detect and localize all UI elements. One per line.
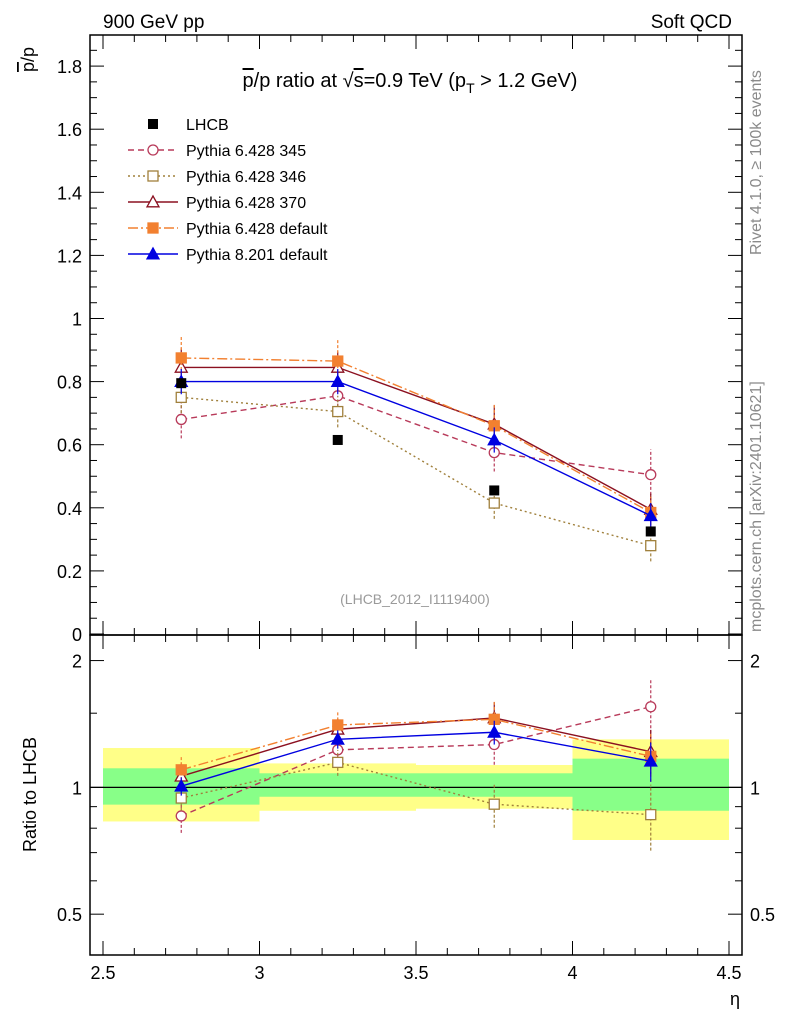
legend-marker-lhcb [148,119,158,129]
series-point [330,374,345,388]
y-axis-label-lower: Ratio to LHCB [20,737,40,852]
main-panel: 0 0.2 0.4 0.6 0.8 1 1.2 1.4 1.6 1.8 p/p ratio at … [18,34,743,645]
y-tick-label: 1 [72,310,82,330]
legend-label: Pythia 6.428 345 [186,143,306,160]
series-point [643,508,658,522]
series-line-3 [181,357,652,514]
ratio-line-3 [181,718,651,771]
legend-marker [145,194,161,208]
ratio-point [332,756,344,769]
ratio-point [645,701,657,713]
y-tick-label: 1.8 [57,57,82,77]
header-left: 900 GeV pp [103,12,204,33]
y-label-pbar: p [18,62,38,72]
legend-label: Pythia 6.428 370 [186,195,306,212]
ratio-point [175,810,187,822]
band-inner [259,773,416,797]
series-point [487,432,502,446]
series-point [332,405,344,418]
series-point [175,413,187,426]
ratio-y-tick-label-right: 0.5 [750,905,775,925]
y-tick-label: 0.2 [57,562,82,582]
chart-title: p/p ratio at √s=0.9 TeV (pT > 1.2 GeV) [243,70,578,96]
y-label-rest: /p [18,47,38,62]
ratio-y-tick-label-left: 0.5 [57,905,82,925]
legend-label: Pythia 6.428 default [186,221,328,238]
title-cut: > 1.2 GeV) [475,70,578,92]
data-point [489,485,500,496]
ratio-point [175,764,187,776]
ratio-y-tick-label-right: 1 [750,778,760,798]
ratio-y-tick-label-left: 1 [72,778,82,798]
series-point [645,469,657,481]
series-point [175,352,187,364]
legend-marker [145,246,161,260]
data-point [176,378,187,389]
ratio-point [332,719,344,731]
legend-marker [147,170,159,182]
series-point [645,540,657,552]
y-tick-label: 1.2 [57,246,82,266]
y-tick-label: 0.6 [57,436,82,456]
ratio-y-tick-label-right: 2 [750,652,760,672]
title-s: s [354,70,364,92]
series-point [332,355,344,367]
x-tick-label: 2.5 [90,963,115,983]
x-tick-label: 4 [567,963,577,983]
ratio-y-tick-label-left: 2 [72,652,82,672]
y-tick-label: 0.8 [57,373,82,393]
series-line-4 [181,380,652,517]
x-tick-label: 3.5 [403,963,428,983]
analysis-reference: (LHCB_2012_I1119400) [340,591,490,607]
ratio-line-2 [181,717,651,777]
ratio-point [645,808,657,821]
title-sub: T [466,80,475,96]
series-point [488,497,500,509]
ratio-line-0 [180,706,651,817]
ratio-panel-frame [89,634,743,956]
title-pbar: p [243,70,254,92]
data-point [332,434,343,445]
legend-marker [147,144,159,156]
x-tick-label: 3 [254,963,264,983]
legend: LHCB Pythia 6.428 345 Pythia 6.428 346 Pyth… [128,117,328,264]
x-axis-label: η [730,989,740,1009]
y-axis-label-upper: p/p [18,47,38,72]
data-point [645,526,656,537]
ratio-point [488,798,500,810]
legend-label: Pythia 8.201 default [186,247,328,264]
series-line-0 [181,395,651,476]
ratio-point [487,724,502,738]
series-line-2 [181,366,652,510]
ratio-panel: 2.5 3 3.5 4 4.5 0.5 0.5 1 1 2 2 Ratio to LHCB η [20,634,775,1009]
title-energy: =0.9 TeV (p [364,70,466,92]
y-tick-label: 0.4 [57,499,82,519]
ratio-line-4 [181,731,651,787]
side-label-mcplots: mcplots.cern.ch [arXiv:2401.10621] [748,381,765,632]
legend-label-lhcb: LHCB [186,117,229,134]
ratio-point [643,753,658,767]
y-tick-label: 1.4 [57,183,82,203]
ratio-line-1 [181,761,651,816]
ratio-point [174,778,189,792]
x-tick-label: 4.5 [716,963,741,983]
legend-marker [147,222,159,234]
y-tick-label: 0 [72,625,82,645]
header-right: Soft QCD [651,12,732,33]
legend-label: Pythia 6.428 346 [186,169,306,186]
title-mid: /p ratio at √ [254,70,354,92]
ratio-point [330,731,345,745]
y-tick-label: 1.6 [57,120,82,140]
side-label-rivet: Rivet 4.1.0, ≥ 100k events [748,70,765,255]
